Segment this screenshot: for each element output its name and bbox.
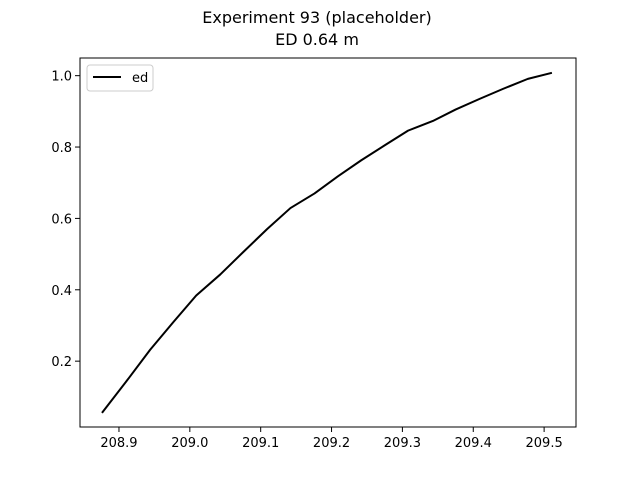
y-tick-label: 0.4 <box>51 284 72 299</box>
x-tick-label: 209.4 <box>455 436 492 451</box>
chart-title: Experiment 93 (placeholder) <box>202 8 431 27</box>
x-tick-label: 208.9 <box>100 436 137 451</box>
axes-frame <box>79 57 577 428</box>
y-tick-label: 0.6 <box>51 212 72 227</box>
x-tick-label: 209.1 <box>242 436 279 451</box>
legend: ed <box>86 64 154 92</box>
x-tick-label: 209.0 <box>171 436 208 451</box>
x-tick-label: 209.5 <box>526 436 563 451</box>
series-line-ed <box>101 71 553 414</box>
chart-subtitle: ED 0.64 m <box>275 30 359 49</box>
y-tick-label: 0.2 <box>51 355 72 370</box>
legend-label-ed: ed <box>132 71 148 86</box>
x-tick-label: 209.3 <box>384 436 421 451</box>
y-tick-label: 1.0 <box>51 70 72 85</box>
y-tick-label: 0.8 <box>51 141 72 156</box>
plot-area: 208.9 209.0 209.1 209.2 209.3 209.4 209.5 0.2 0.… <box>51 70 562 451</box>
x-tick-label: 209.2 <box>313 436 350 451</box>
